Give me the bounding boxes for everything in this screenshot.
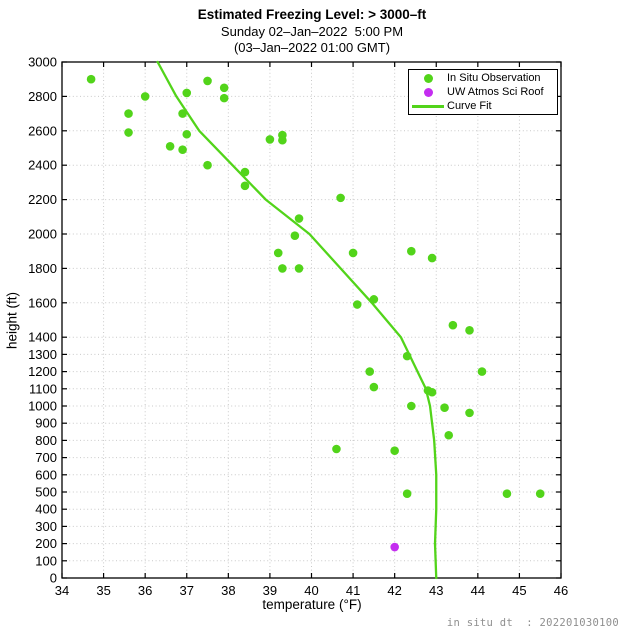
data-point-in-situ [124, 109, 133, 118]
data-point-in-situ [465, 408, 474, 418]
x-tick-label: 39 [263, 583, 277, 598]
data-point-in-situ [535, 489, 545, 499]
y-tick-label: 2200 [28, 192, 57, 207]
uw-roof-dot-icon [423, 87, 433, 97]
data-point-in-situ [219, 93, 229, 103]
y-tick-label: 2600 [28, 123, 57, 138]
y-tick-label: 500 [35, 485, 57, 500]
y-tick-label: 1000 [28, 399, 57, 414]
data-point-in-situ [407, 401, 416, 411]
in-situ-dot-icon [423, 73, 433, 83]
legend-label-in-situ: In Situ Observation [447, 72, 541, 84]
data-point-in-situ [182, 129, 192, 139]
y-tick-label: 800 [35, 433, 57, 448]
x-tick-label: 45 [512, 583, 526, 598]
data-point-in-situ [273, 248, 283, 258]
data-point-in-situ [440, 403, 449, 413]
data-point-in-situ [427, 387, 437, 397]
legend-label-uw-roof: UW Atmos Sci Roof [447, 86, 544, 98]
data-point-in-situ [278, 264, 287, 273]
data-point-in-situ [448, 320, 458, 330]
chart-title: Estimated Freezing Level: > 3000–ft [197, 7, 427, 22]
y-tick-label: 1100 [29, 381, 57, 396]
y-tick-label: 100 [35, 553, 57, 568]
data-point-in-situ [240, 181, 250, 191]
data-point-in-situ [278, 135, 287, 145]
legend-label-curve-fit: Curve Fit [447, 100, 492, 112]
data-point-in-situ [203, 160, 212, 170]
data-point-in-situ [265, 135, 275, 144]
axis-box [61, 61, 562, 579]
y-tick-label: 1300 [28, 347, 57, 362]
y-axis-label: height (ft) [4, 291, 20, 350]
x-tick-label: 37 [180, 583, 194, 598]
x-tick-label: 40 [304, 583, 318, 598]
data-point-in-situ [369, 382, 379, 392]
data-point-in-situ [294, 214, 304, 223]
data-point-in-situ [465, 326, 474, 335]
data-point-in-situ [332, 444, 341, 454]
data-point-in-situ [444, 430, 454, 440]
legend-item-curve-fit: Curve Fit [409, 99, 557, 113]
y-tick-label: 400 [35, 502, 57, 517]
data-point-in-situ [178, 109, 187, 118]
x-axis-label: temperature (°F) [262, 597, 362, 612]
data-point-in-situ [348, 248, 358, 258]
data-point-in-situ [86, 74, 96, 84]
x-tick-label: 46 [554, 583, 568, 598]
footer-note: in situ dt : 202201030100 [446, 617, 619, 629]
chart-subtitle-local-time: Sunday 02–Jan–2022 5:00 PM [220, 24, 404, 39]
y-tick-label: 300 [35, 519, 57, 534]
data-point-in-situ [219, 83, 229, 93]
data-point-in-situ [178, 145, 187, 155]
x-tick-label: 43 [429, 583, 443, 598]
y-tick-label: 2000 [28, 227, 57, 242]
data-point-in-situ [140, 92, 150, 101]
curve-fit-line-icon [412, 104, 444, 108]
data-point-in-situ [203, 76, 212, 86]
x-tick-label: 42 [387, 583, 401, 598]
data-point-in-situ [182, 88, 192, 98]
y-tick-label: 600 [35, 467, 57, 482]
x-tick-label: 44 [471, 583, 485, 598]
data-point-in-situ [165, 141, 175, 151]
y-tick-label: 1400 [28, 330, 57, 345]
data-point-in-situ [407, 246, 416, 256]
legend-item-uw-roof: UW Atmos Sci Roof [409, 85, 557, 99]
data-point-in-situ [477, 367, 487, 376]
y-tick-label: 700 [35, 450, 57, 465]
data-point-uw-roof [390, 542, 399, 552]
data-point-in-situ [365, 367, 375, 376]
legend-item-in-situ: In Situ Observation [409, 71, 557, 85]
y-tick-label: 1800 [28, 261, 57, 276]
data-point-in-situ [294, 264, 304, 273]
x-tick-label: 35 [96, 583, 110, 598]
legend: In Situ Observation UW Atmos Sci Roof Cu… [408, 69, 558, 115]
y-tick-label: 0 [50, 571, 57, 586]
y-tick-label: 2400 [28, 158, 57, 173]
data-point-in-situ [290, 231, 300, 241]
data-point-in-situ [402, 489, 412, 499]
y-tick-label: 3000 [28, 55, 57, 70]
data-point-in-situ [390, 446, 399, 456]
x-tick-label: 41 [346, 583, 360, 598]
y-tick-label: 1200 [28, 364, 57, 379]
data-point-in-situ [427, 253, 437, 263]
y-tick-label: 2800 [28, 89, 57, 104]
x-tick-label: 34 [55, 583, 69, 598]
x-tick-label: 36 [138, 583, 152, 598]
y-tick-label: 1600 [28, 295, 57, 310]
data-point-in-situ [336, 193, 345, 203]
curve-fit-line [156, 60, 438, 580]
chart-subtitle-gmt-time: (03–Jan–2022 01:00 GMT) [233, 40, 391, 55]
data-point-in-situ [502, 489, 512, 499]
data-point-in-situ [124, 128, 133, 137]
y-tick-label: 900 [35, 416, 57, 431]
y-tick-label: 200 [35, 536, 57, 551]
x-tick-label: 38 [221, 583, 235, 598]
data-point-in-situ [352, 300, 362, 309]
